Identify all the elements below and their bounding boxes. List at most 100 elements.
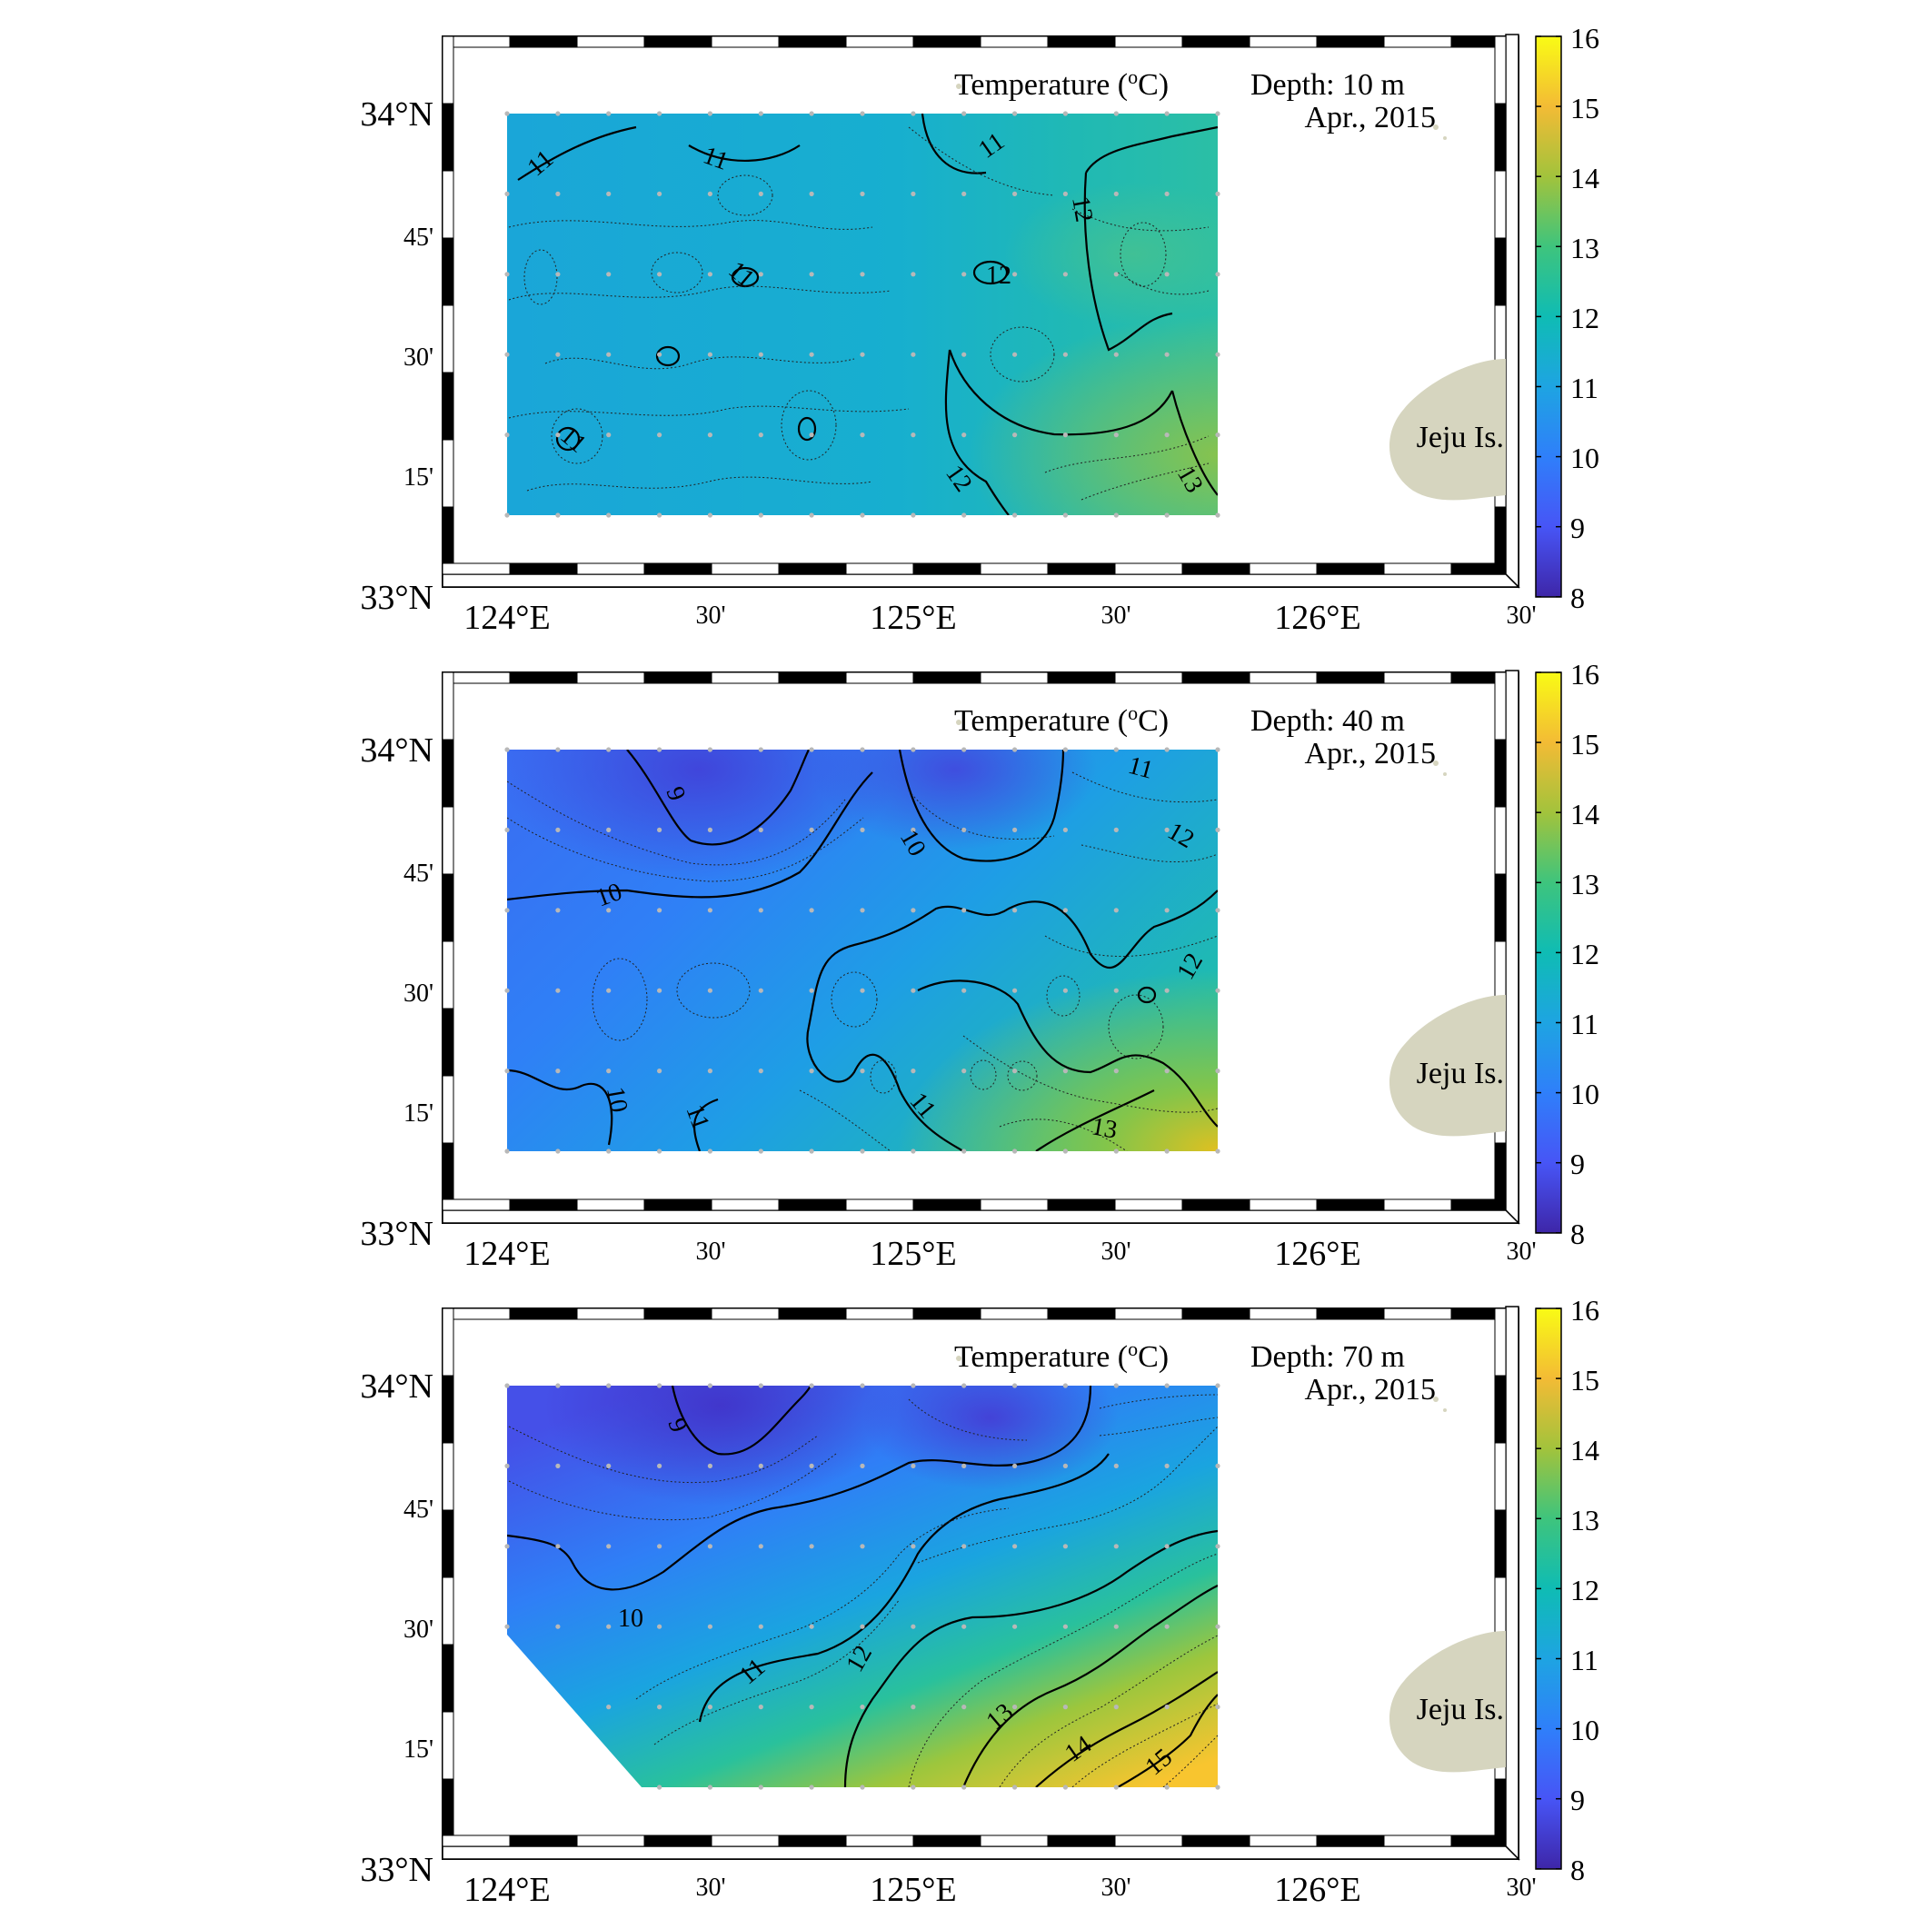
scale-bar-segment [576, 1198, 645, 1211]
station-dot [1012, 1624, 1018, 1629]
station-dot [758, 1624, 763, 1629]
title-superscript: o [1128, 701, 1138, 724]
station-dot [961, 1148, 967, 1154]
colorbar: 16 15 14 13 12 11 10 9 8 [1535, 658, 1599, 1250]
station-dot [911, 1785, 916, 1790]
scale-bar-segment [711, 671, 780, 684]
station-dot [1062, 747, 1068, 752]
station-dot [707, 1463, 713, 1468]
scale-bar-segment [980, 1308, 1049, 1320]
colorbar-tick-label: 11 [1570, 372, 1598, 404]
latitude-axis: 34°N 45' 30' 15' 33°N [360, 731, 433, 1253]
date-label: Apr., 2015 [1305, 737, 1437, 771]
contour-lines [517, 114, 1218, 515]
station-dot [1012, 1069, 1018, 1074]
colorbar-ticks [1536, 671, 1561, 1234]
scale-bar-segment [1249, 1198, 1318, 1211]
scale-bar-segment [1047, 35, 1116, 48]
station-dot [1215, 111, 1220, 116]
contour-lines [507, 1386, 1218, 1787]
scale-bar-segment [912, 35, 981, 48]
colorbar: 16 15 14 13 12 11 10 9 8 [1535, 1294, 1599, 1886]
lon-tick-label: 124°E [463, 599, 550, 637]
station-dot [555, 908, 561, 913]
scale-bar-segment [1181, 1834, 1250, 1847]
station-dot [1012, 1148, 1018, 1154]
station-dot [860, 1463, 865, 1468]
scale-bar-segment [442, 1375, 454, 1444]
station-dot [1164, 1069, 1170, 1074]
scale-bar-segment [1494, 1778, 1507, 1847]
scale-bar-segment [1494, 103, 1507, 172]
station-dot [1062, 1148, 1068, 1154]
title-superscript: o [1128, 1337, 1138, 1360]
scale-bar-segment [1494, 873, 1507, 942]
station-dot [707, 1785, 713, 1790]
scale-bar-segment [643, 562, 712, 575]
station-dot [961, 512, 967, 518]
station-dot [911, 512, 916, 518]
station-dot [606, 908, 612, 913]
station-dot [961, 1463, 967, 1468]
colorbar-tick-label: 12 [1570, 1574, 1599, 1606]
scale-bar-segment [1181, 1198, 1250, 1211]
station-dot [860, 1383, 865, 1388]
station-dot [1113, 1544, 1119, 1549]
station-dot [1215, 1785, 1220, 1790]
station-dot [860, 827, 865, 832]
station-dot [555, 111, 561, 116]
station-dot [911, 1148, 916, 1154]
station-dot [657, 1148, 662, 1154]
station-dot [809, 1069, 814, 1074]
scale-bar-segment [1494, 671, 1507, 741]
station-dot [555, 1544, 561, 1549]
station-dot [606, 827, 612, 832]
colorbar-tick-label: 16 [1570, 22, 1599, 55]
station-dot [1062, 512, 1068, 518]
scale-bar-segment [1047, 671, 1116, 684]
scale-bar-segment [1181, 671, 1250, 684]
station-dot [961, 1705, 967, 1710]
station-dot [504, 1148, 510, 1154]
station-dot [504, 1383, 510, 1388]
station-dot [555, 1624, 561, 1629]
contour-label: 10 [601, 1085, 632, 1115]
station-dot [911, 908, 916, 913]
station-dot [758, 191, 763, 196]
station-dot [911, 747, 916, 752]
contour-label: 12 [986, 262, 1011, 290]
scale-bar-segment [442, 873, 454, 942]
scale-bar-segment [980, 35, 1049, 48]
scale-bar-segment [643, 1834, 712, 1847]
colorbar-tick-label: 16 [1570, 1294, 1599, 1327]
colorbar-tick-label: 13 [1570, 232, 1599, 264]
station-dot [809, 111, 814, 116]
station-dot [860, 1069, 865, 1074]
station-dot [1062, 272, 1068, 277]
station-dot [707, 272, 713, 277]
scale-bar-segment [845, 671, 914, 684]
station-dot [911, 988, 916, 993]
station-dot [809, 747, 814, 752]
station-dot [1012, 111, 1018, 116]
latitude-axis: 34°N 45' 30' 15' 33°N [360, 95, 433, 617]
scale-bar-segment [442, 1509, 454, 1578]
scale-bar-segment [845, 1198, 914, 1211]
station-dot [809, 1705, 814, 1710]
scale-bar-segment [442, 1834, 511, 1847]
station-dot [1215, 1463, 1220, 1468]
station-dot [1113, 1785, 1119, 1790]
station-dot [1062, 1383, 1068, 1388]
station-dot [707, 512, 713, 518]
scale-bar-segment [980, 671, 1049, 684]
station-dot [1012, 512, 1018, 518]
lat-tick-label: 34°N [360, 95, 433, 134]
scale-bar-segment [1494, 1308, 1507, 1377]
station-dot [707, 988, 713, 993]
station-dot [1215, 908, 1220, 913]
contour-lines-minor [508, 1394, 1218, 1787]
scale-bar-segment [912, 1198, 981, 1211]
scale-bar-segment [711, 1834, 780, 1847]
scale-bar-segment [576, 671, 645, 684]
scale-bar-segment [1383, 562, 1452, 575]
